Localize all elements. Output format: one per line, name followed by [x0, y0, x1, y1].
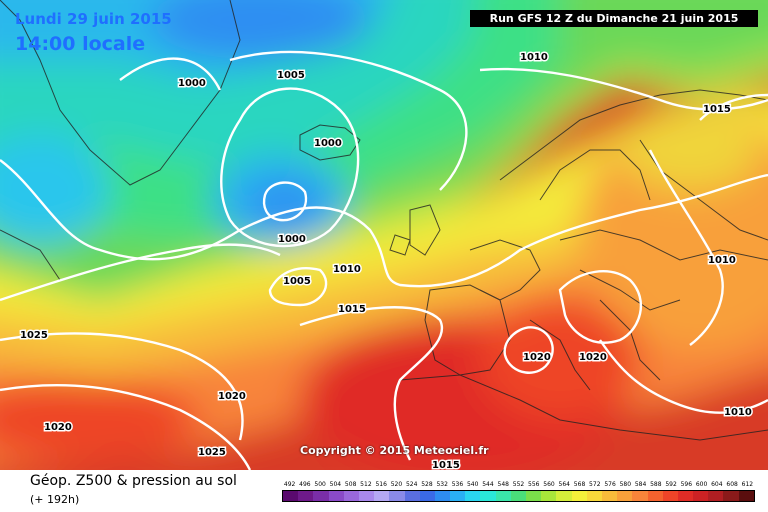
scale-tick-label: 516 — [375, 481, 387, 488]
isobar-label: 1005 — [277, 70, 305, 81]
forecast-date: Lundi 29 juin 2015 — [15, 10, 172, 28]
scale-tick-label: 504 — [329, 481, 342, 488]
map-title: Géop. Z500 & pression au sol — [30, 473, 237, 489]
scale-tick-label: 568 — [573, 481, 586, 488]
scale-tick-label: 496 — [299, 481, 311, 488]
scale-swatch — [647, 491, 663, 501]
scale-tick-label: 584 — [634, 481, 647, 488]
scale-swatch — [283, 491, 299, 501]
isobar-label: 1020 — [218, 391, 246, 402]
scale-swatch — [693, 491, 709, 501]
color-scale-labels: 492 496 500 504 508 512 516 520 524 528 532 536 540 5… — [282, 481, 755, 489]
scale-tick-label: 540 — [466, 481, 479, 488]
isobar-label: 1010 — [333, 264, 361, 275]
scale-tick-label: 508 — [344, 481, 357, 488]
isobar-label: 1015 — [338, 304, 366, 315]
isobar-label: 1000 — [314, 138, 342, 149]
scale-swatch — [526, 491, 542, 501]
isobar-label: 1000 — [178, 78, 206, 89]
color-scale-bar — [282, 490, 755, 502]
isobar-label: 1025 — [20, 330, 48, 341]
scale-tick-label: 604 — [711, 481, 723, 488]
isobar-label: 1010 — [520, 52, 548, 63]
scale-swatch — [723, 491, 739, 501]
forecast-map: 1000 1005 1010 1015 1000 1000 1005 1010 … — [0, 0, 768, 470]
scale-tick-label: 560 — [543, 481, 555, 488]
scale-tick-label: 564 — [558, 481, 570, 488]
isobar-label: 1015 — [432, 460, 460, 470]
scale-swatch — [632, 491, 648, 501]
scale-tick-label: 608 — [726, 481, 738, 488]
scale-swatch — [404, 491, 420, 501]
scale-swatch — [389, 491, 405, 501]
isobar-lines — [0, 50, 768, 470]
scale-tick-label: 532 — [436, 481, 448, 488]
scale-swatch — [450, 491, 466, 501]
scale-swatch — [708, 491, 724, 501]
scale-swatch — [586, 491, 602, 501]
scale-tick-label: 528 — [421, 481, 433, 488]
coastlines — [0, 0, 768, 441]
scale-tick-label: 556 — [528, 481, 540, 488]
scale-tick-label: 600 — [695, 481, 708, 488]
scale-swatch — [601, 491, 618, 501]
isobar-label: 1025 — [198, 447, 226, 458]
scale-tick-label: 512 — [360, 481, 372, 488]
scale-swatch — [419, 491, 435, 501]
isobar-label: 1010 — [724, 407, 752, 418]
scale-swatch — [571, 491, 587, 501]
scale-swatch — [677, 491, 694, 501]
scale-tick-label: 576 — [604, 481, 616, 488]
isobar-label: 1020 — [579, 352, 607, 363]
scale-tick-label: 524 — [405, 481, 418, 488]
map-subtitle: (+ 192h) — [30, 493, 80, 506]
scale-swatch — [465, 491, 481, 501]
scale-swatch — [343, 491, 359, 501]
scale-tick-label: 500 — [314, 481, 326, 488]
isobar-label: 1005 — [283, 276, 311, 287]
scale-tick-label: 552 — [512, 481, 525, 488]
scale-tick-label: 544 — [482, 481, 494, 488]
scale-swatch — [298, 491, 314, 501]
scale-swatch — [662, 491, 678, 501]
isobar-label: 1015 — [703, 104, 731, 115]
scale-tick-label: 612 — [741, 481, 754, 488]
scale-swatch — [556, 491, 572, 501]
scale-swatch — [738, 491, 754, 501]
scale-swatch — [358, 491, 375, 501]
scale-tick-label: 580 — [619, 481, 632, 488]
scale-swatch — [374, 491, 390, 501]
isobar-labels: 1000 1005 1010 1015 1000 1000 1005 1010 … — [19, 51, 754, 471]
scale-swatch — [313, 491, 329, 501]
scale-tick-label: 548 — [497, 481, 509, 488]
isobar-label: 1010 — [708, 255, 736, 266]
scale-tick-label: 536 — [451, 481, 464, 488]
scale-swatch — [541, 491, 557, 501]
z500-color-field — [0, 0, 768, 470]
scale-swatch — [495, 491, 511, 501]
scale-tick-label: 596 — [680, 481, 693, 488]
scale-tick-label: 492 — [283, 481, 296, 488]
scale-tick-label: 588 — [650, 481, 662, 488]
run-info: Run GFS 12 Z du Dimanche 21 juin 2015 — [470, 10, 758, 27]
copyright: Copyright © 2015 Meteociel.fr — [300, 444, 489, 457]
isobar-label: 1020 — [523, 352, 551, 363]
forecast-time: 14:00 locale — [15, 33, 146, 55]
scale-tick-label: 520 — [390, 481, 403, 488]
scale-swatch — [328, 491, 344, 501]
scale-tick-label: 572 — [589, 481, 601, 488]
scale-swatch — [434, 491, 451, 501]
isobar-label: 1000 — [278, 234, 306, 245]
scale-swatch — [617, 491, 633, 501]
isobar-label: 1020 — [44, 422, 72, 433]
scale-swatch — [510, 491, 526, 501]
scale-swatch — [480, 491, 496, 501]
scale-tick-label: 592 — [665, 481, 677, 488]
